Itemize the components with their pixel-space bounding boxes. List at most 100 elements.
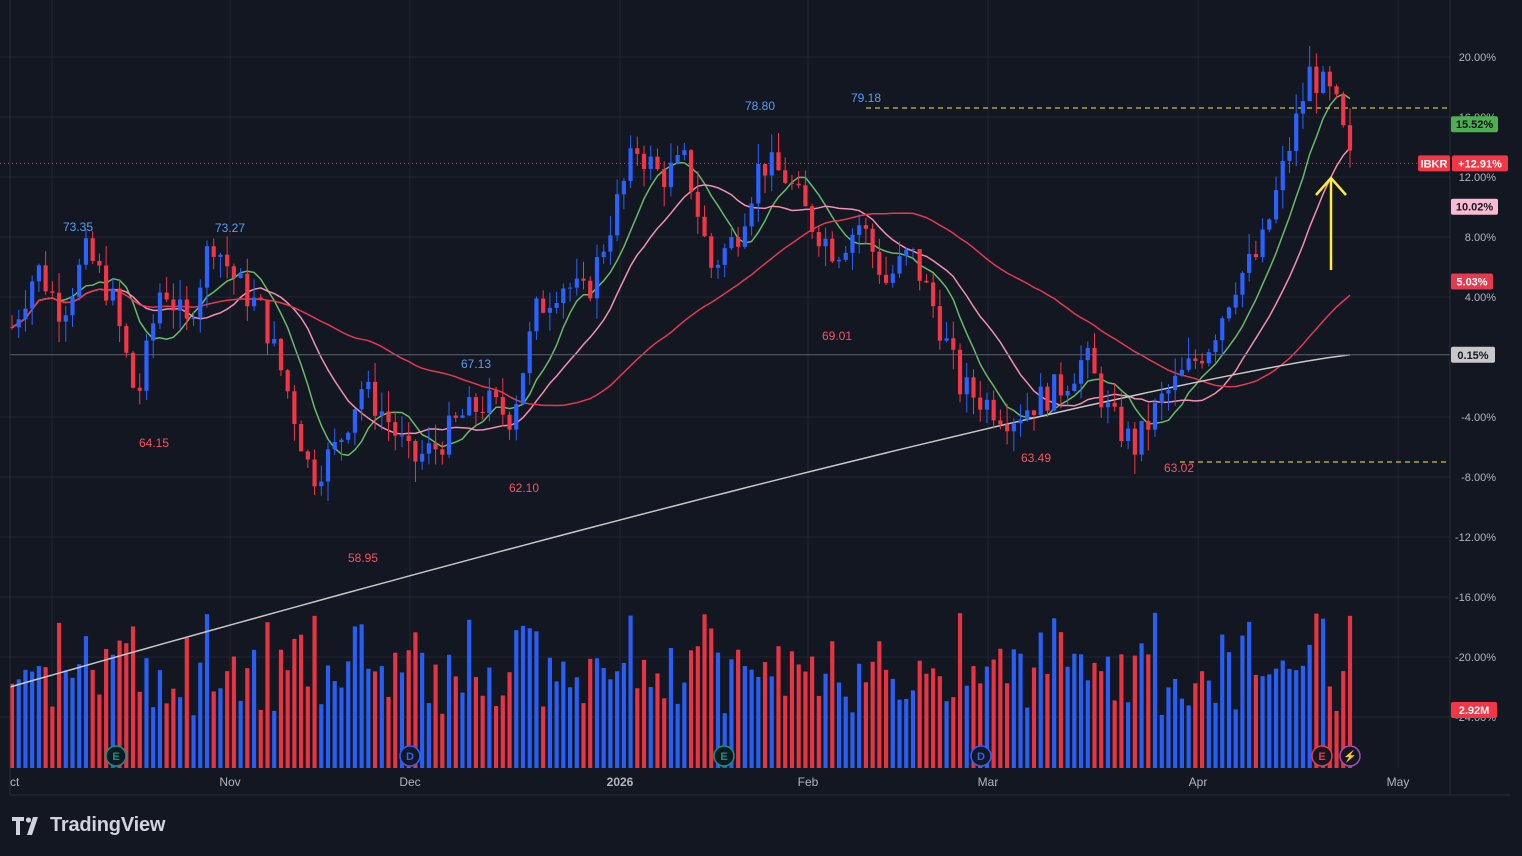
candle-body <box>198 287 203 319</box>
candle-body <box>796 183 801 186</box>
badge-volume-bg <box>1451 702 1497 718</box>
volume-bar <box>1260 676 1265 768</box>
volume-bar <box>426 703 431 768</box>
volume-bar <box>393 652 398 768</box>
volume-bar <box>1199 671 1205 768</box>
candle-body <box>648 156 653 169</box>
candle-body <box>70 296 75 316</box>
candle-body <box>178 299 183 311</box>
candle-body <box>399 435 405 437</box>
price-label-low: 69.01 <box>822 329 852 343</box>
volume-bar <box>366 668 371 768</box>
badge-ma-long-bg <box>1451 346 1495 363</box>
badge-symbol-bg <box>1418 155 1450 172</box>
event-marker-news <box>1339 745 1361 767</box>
x-tick-label: Nov <box>219 775 240 789</box>
candle-body <box>130 352 136 388</box>
candle-body <box>783 170 788 183</box>
volume-bar <box>1052 618 1057 768</box>
volume-bar <box>561 661 566 768</box>
volume-bar <box>749 669 754 768</box>
volume-bar <box>957 613 963 768</box>
volume-bar <box>251 649 257 768</box>
volume-bar <box>668 647 673 768</box>
volume-bar <box>1253 674 1258 768</box>
volume-bar <box>480 695 485 768</box>
volume-bar <box>769 676 774 768</box>
volume-bar <box>924 673 929 768</box>
volume-bar <box>56 622 62 768</box>
candle-body <box>157 292 163 324</box>
candle-body <box>594 257 600 299</box>
candle-body <box>998 420 1003 425</box>
volume-bar <box>1267 674 1272 768</box>
candle-body <box>137 387 142 391</box>
event-marker-dividend <box>970 745 992 767</box>
candle-body <box>1260 229 1265 258</box>
candle-body <box>641 153 647 169</box>
volume-bar <box>1011 649 1016 768</box>
volume-bar <box>178 697 183 768</box>
candle-body <box>971 377 976 398</box>
price-label-low: 64.15 <box>139 436 169 450</box>
volume-bar <box>783 695 788 768</box>
candle-body <box>1233 294 1238 308</box>
tradingview-brand[interactable]: TradingView <box>12 814 165 837</box>
badge-symbol: IBKR <box>1421 158 1448 170</box>
badge-ma-slow-bg <box>1451 273 1493 290</box>
candle-body <box>278 338 284 371</box>
volume-bar <box>440 713 445 768</box>
candle-body <box>863 225 868 229</box>
price-label-high: 79.18 <box>851 91 881 105</box>
volume-bar <box>1334 710 1339 768</box>
ma-mid-line <box>11 147 1351 435</box>
volume-bar <box>1159 714 1164 768</box>
volume-bar <box>534 631 539 768</box>
volume-bar <box>1025 707 1030 768</box>
volume-bar <box>1347 615 1353 768</box>
volume-bar <box>23 669 28 768</box>
volume-bar <box>722 713 727 768</box>
candle-body <box>9 327 15 328</box>
candle-body <box>1025 410 1030 420</box>
volume-bar <box>1072 653 1077 768</box>
candle-body <box>23 308 28 320</box>
volume-bar <box>184 638 189 768</box>
volume-bar <box>883 669 889 768</box>
volume-bar <box>816 695 821 768</box>
candle-body <box>1300 101 1306 114</box>
candle-body <box>1179 369 1184 376</box>
volume-bar <box>1193 683 1198 768</box>
candle-body <box>554 303 559 308</box>
badge-last-price: +12.91% <box>1458 158 1502 170</box>
volume-bar <box>1233 709 1238 768</box>
volume-bar <box>1300 665 1306 768</box>
candle-body <box>1058 374 1063 396</box>
candle-body <box>460 415 465 418</box>
candle-body <box>299 424 304 452</box>
volume-bar <box>863 682 868 768</box>
badge-ma-mid: 10.02% <box>1456 202 1494 214</box>
volume-bar <box>615 671 620 768</box>
volume-bar <box>332 681 337 768</box>
candle-body <box>406 435 411 441</box>
axis-badges: 15.52% IBKR +12.91% 10.02% 5.03% 0.15% 2.92M <box>1418 116 1508 718</box>
candle-body <box>1173 375 1178 391</box>
candle-body <box>655 156 660 170</box>
volume-bar <box>225 671 230 768</box>
volume-bar <box>1287 668 1292 768</box>
volume-bar <box>810 656 815 768</box>
candle-body <box>937 306 942 341</box>
volume-bar <box>776 646 781 768</box>
candle-body <box>1314 66 1319 93</box>
candle-body <box>366 381 371 390</box>
volume-bar <box>467 619 472 768</box>
candle-body <box>359 389 364 410</box>
candle-body <box>151 323 156 341</box>
volume-bar <box>1152 612 1158 768</box>
volume-bar <box>305 686 310 768</box>
candle-body <box>991 399 996 421</box>
badge-ma-slow: 5.03% <box>1456 277 1487 289</box>
